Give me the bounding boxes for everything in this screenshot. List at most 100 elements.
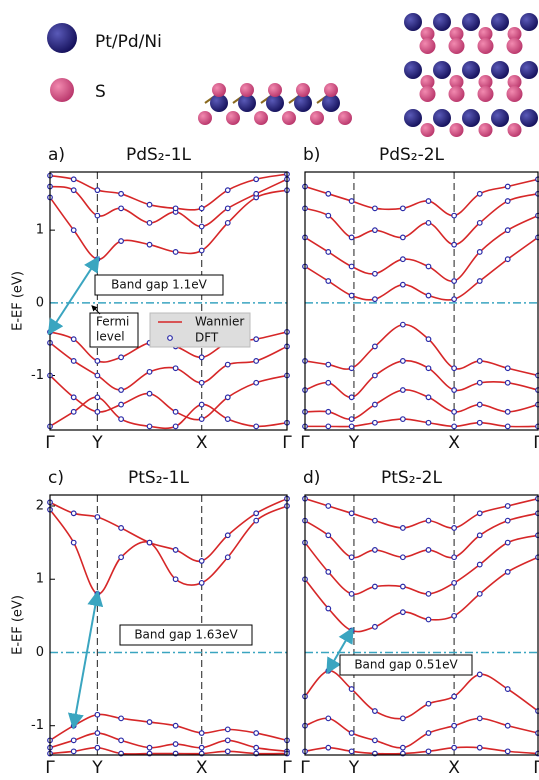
band-gap-arrow [326,627,354,675]
dft-point [504,379,511,386]
dft-point [94,744,101,751]
band-line [305,512,538,559]
dft-point [372,343,378,350]
sulfur-atom [507,123,522,137]
band-line [50,173,287,211]
dft-point [172,547,179,553]
dft-point [451,365,458,372]
metal-atom [322,94,340,112]
band-line [50,732,287,753]
sulfur-atom [449,123,464,137]
dft-point [224,726,231,733]
sulfur-atom [506,38,523,54]
dft-point [372,270,378,277]
dft-point [425,263,432,270]
plot-frame [304,494,539,756]
band-line [305,418,538,428]
dft-point [348,416,355,422]
band-line [305,178,538,217]
dft-point [425,365,432,372]
dft-point [325,212,332,219]
dft-point [372,583,378,590]
dft-point [348,423,355,430]
dft-point [198,223,205,230]
sulfur-atom [420,75,435,89]
dft-point [172,249,179,255]
dft-point [325,408,332,415]
dft-point [451,387,458,393]
band-gap-label: Band gap 0.51eV [354,658,458,672]
dft-point [253,379,260,386]
dft-point [451,579,458,586]
fermi-pointer [91,305,101,315]
dft-point [253,176,260,183]
band-line [305,556,538,633]
x-tick-label: Γ [45,758,55,778]
dft-point [425,198,432,204]
dft-point [172,722,179,729]
x-tick-label: Γ [45,433,55,453]
band-gap-box [94,274,224,296]
panel-label: a) [48,145,65,165]
dft-point [451,278,458,284]
dft-point [425,547,432,553]
band-gap-label: Band gap 1.1eV [111,278,207,292]
band-line [50,189,287,261]
band-gap-label: Band gap 1.63eV [134,628,238,642]
dft-point [504,722,511,729]
dft-point [348,730,355,736]
top-view-structure [404,13,538,137]
dft-point [425,419,432,426]
y-axis-label: E-EF (eV) [11,595,26,655]
sulfur-atom [282,111,296,125]
dft-point [325,532,332,539]
panel-title: PdS₂-2L [379,145,445,165]
sulfur-atom [477,86,494,102]
dft-point [504,408,511,415]
dft-point [198,247,205,254]
sulfur-atom [420,27,435,41]
dft-point [325,569,332,575]
dft-point [94,358,101,364]
dft-point [348,590,355,597]
dft-point [425,616,432,623]
dft-point [372,419,378,426]
dft-point [118,737,124,744]
dft-point [372,401,378,408]
dft-point [504,748,511,755]
dft-point [146,241,153,248]
dft-point [504,365,511,372]
dft-point [348,510,355,517]
dft-point [172,408,179,415]
dft-point [476,358,483,364]
x-tick-label: Γ [533,433,539,453]
dft-point [425,517,432,524]
sulfur-atom [478,123,493,137]
dft-point [70,539,77,546]
dft-point [325,361,332,368]
dft-point [94,212,101,219]
dft-point [504,539,511,546]
y-tick-label: 2 [36,498,44,513]
dft-point [325,503,332,509]
metal-atom [491,13,509,31]
sulfur-atom-icon [50,78,74,102]
sulfur-atom [419,86,436,102]
metal-atom [433,61,451,79]
dft-point [118,190,124,197]
dft-point [372,372,378,379]
band-line [50,505,287,595]
band-line [305,497,538,529]
dft-point [399,715,406,722]
panel-title: PtS₂-1L [128,468,189,488]
dft-point [70,227,77,234]
dft-point [94,730,101,736]
dft-point [451,525,458,531]
dft-point [172,423,179,430]
atom-legend: Pt/Pd/Ni S [47,23,162,102]
dft-point [504,183,511,190]
band-gap-box [339,654,473,676]
dft-point [70,176,77,183]
plot-frame [49,171,288,431]
